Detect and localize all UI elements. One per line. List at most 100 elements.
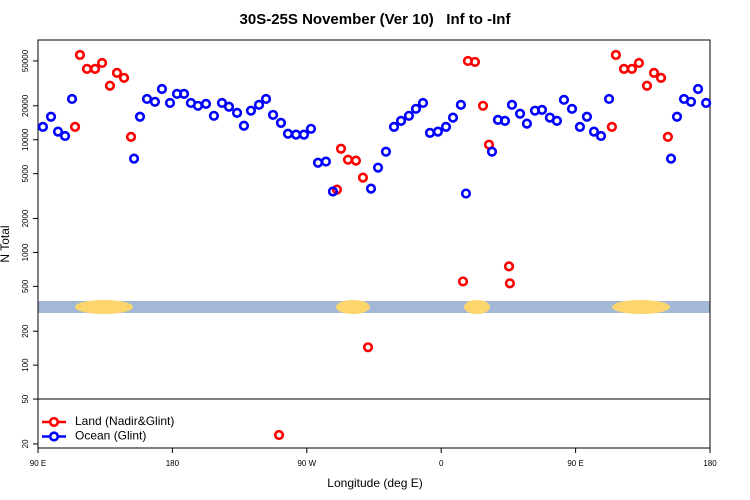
point xyxy=(238,120,250,131)
y-tick-label: 10000 xyxy=(21,128,30,151)
land-segment xyxy=(612,300,670,314)
legend-marker xyxy=(48,431,60,442)
y-tick-label: 100 xyxy=(21,358,30,372)
point xyxy=(447,112,459,123)
point xyxy=(626,63,637,74)
point xyxy=(362,342,374,353)
coverage-band xyxy=(38,301,710,313)
chart-title: 30S-25S November (Ver 10) Inf to -Inf xyxy=(240,11,512,28)
point xyxy=(178,88,190,100)
point xyxy=(610,49,622,61)
point xyxy=(96,57,108,69)
y-tick-label: 50000 xyxy=(21,49,30,72)
point xyxy=(504,278,515,289)
point xyxy=(692,83,704,95)
point xyxy=(69,121,81,132)
point xyxy=(662,131,673,142)
point xyxy=(37,121,49,132)
point xyxy=(320,156,332,167)
x-axis-label: Longitude (deg E) xyxy=(327,476,422,490)
point xyxy=(208,110,220,121)
point xyxy=(536,104,548,115)
point xyxy=(253,99,265,110)
point xyxy=(231,107,243,118)
y-tick-label: 500 xyxy=(21,279,30,293)
point xyxy=(457,276,469,287)
point xyxy=(305,123,317,134)
point xyxy=(128,153,140,164)
legend-label: Land (Nadir&Glint) xyxy=(75,414,174,428)
point xyxy=(118,72,130,83)
point xyxy=(460,188,472,199)
point xyxy=(141,93,153,105)
point xyxy=(410,103,422,114)
y-tick-label: 2000 xyxy=(21,209,30,227)
point xyxy=(503,261,515,272)
point xyxy=(641,80,653,91)
point xyxy=(618,63,630,74)
y-axis-label: N Total xyxy=(0,225,12,262)
point xyxy=(290,129,302,140)
x-tick-label: 90 W xyxy=(297,459,316,468)
point xyxy=(52,126,64,137)
x-tick-label: 90 E xyxy=(30,459,46,468)
point xyxy=(372,162,384,173)
x-tick-label: 180 xyxy=(703,459,717,468)
point xyxy=(192,100,204,111)
point xyxy=(59,130,71,142)
y-tick-label: 5000 xyxy=(21,164,30,182)
point xyxy=(595,130,607,142)
point xyxy=(260,93,272,105)
point xyxy=(551,115,563,126)
point xyxy=(499,115,511,126)
point xyxy=(89,63,101,74)
point xyxy=(365,183,377,194)
point xyxy=(388,121,400,132)
point xyxy=(282,128,294,139)
point xyxy=(603,93,615,105)
point xyxy=(357,172,369,183)
point xyxy=(111,67,123,78)
plot-frame xyxy=(37,39,711,449)
point xyxy=(164,97,176,109)
point xyxy=(671,111,683,122)
point xyxy=(477,100,489,111)
point xyxy=(403,110,415,121)
point xyxy=(45,111,57,122)
point xyxy=(432,126,444,137)
point xyxy=(223,101,235,112)
point xyxy=(655,72,667,83)
point xyxy=(74,49,86,61)
land-segment xyxy=(464,300,490,314)
point xyxy=(440,121,452,132)
y-tick-label: 20 xyxy=(21,439,30,448)
y-tick-label: 1000 xyxy=(21,243,30,261)
legend-label: Ocean (Glint) xyxy=(75,429,146,443)
point xyxy=(125,131,137,142)
point xyxy=(521,118,533,129)
point xyxy=(424,127,436,138)
point xyxy=(149,96,161,107)
point xyxy=(298,129,310,140)
point xyxy=(245,105,257,116)
y-tick-label: 200 xyxy=(21,324,30,338)
x-tick-label: 90 E xyxy=(567,459,583,468)
point xyxy=(486,146,498,157)
point xyxy=(327,186,339,197)
land-segment xyxy=(336,300,370,314)
point xyxy=(104,80,116,91)
point xyxy=(574,121,586,132)
point xyxy=(335,143,347,154)
point xyxy=(514,108,526,119)
point xyxy=(200,98,212,109)
point xyxy=(558,94,570,105)
x-tick-label: 180 xyxy=(166,459,180,468)
point xyxy=(455,99,467,110)
point xyxy=(685,96,697,107)
point xyxy=(469,56,481,68)
point xyxy=(566,103,578,114)
land-segment xyxy=(75,300,133,314)
point xyxy=(588,126,600,137)
point xyxy=(273,429,285,441)
